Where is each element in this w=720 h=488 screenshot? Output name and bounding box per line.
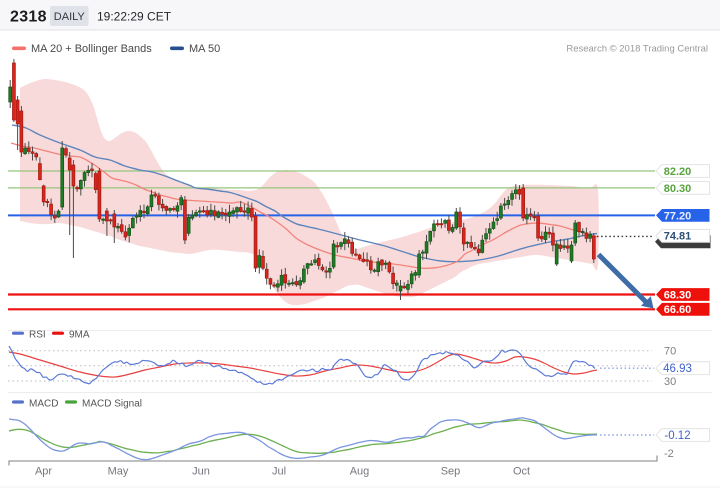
svg-text:Jul: Jul [272,466,286,478]
svg-text:66.60: 66.60 [664,304,692,316]
svg-text:MACD Signal: MACD Signal [82,398,142,409]
svg-text:Oct: Oct [513,466,530,478]
svg-text:Apr: Apr [35,466,52,478]
svg-text:19:22:29 CET: 19:22:29 CET [97,10,172,24]
svg-text:2318: 2318 [10,9,47,26]
svg-text:Jun: Jun [192,466,210,478]
svg-text:70: 70 [664,346,676,358]
svg-text:RSI: RSI [29,329,46,340]
svg-text:MA 50: MA 50 [189,43,220,55]
svg-text:68.30: 68.30 [664,289,692,301]
svg-text:9MA: 9MA [69,329,90,340]
svg-text:30: 30 [664,376,676,388]
svg-text:77.20: 77.20 [664,210,692,222]
svg-text:74.81: 74.81 [664,231,692,243]
svg-text:MA 20 + Bollinger Bands: MA 20 + Bollinger Bands [31,43,152,55]
svg-text:DAILY: DAILY [54,11,86,23]
svg-text:82.20: 82.20 [664,166,692,178]
svg-text:46.93: 46.93 [663,363,692,375]
svg-text:-0.12: -0.12 [664,430,690,442]
svg-text:MACD: MACD [29,398,58,409]
svg-text:May: May [108,466,129,478]
svg-text:80.30: 80.30 [664,183,692,195]
svg-text:Aug: Aug [350,466,370,478]
svg-text:Sep: Sep [441,466,461,478]
svg-text:Research © 2018 Trading Centra: Research © 2018 Trading Central [566,44,708,55]
svg-text:-2: -2 [664,448,674,460]
